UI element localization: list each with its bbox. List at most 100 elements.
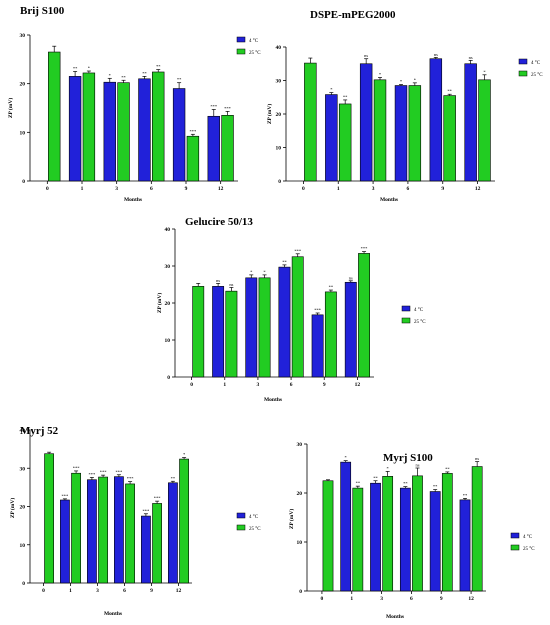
bar	[44, 453, 54, 584]
x-tick-label: 9	[440, 596, 443, 602]
chart-panel: Gelucire 50/13 0 10 20 30 40 ZP (mV) 0 1 3 6 9 12 Mon…	[156, 216, 426, 403]
bar	[152, 71, 165, 182]
significance-label: *	[414, 77, 417, 82]
significance-label: ns	[229, 282, 233, 287]
legend-swatch	[236, 524, 246, 531]
significance-label: **	[156, 64, 161, 69]
x-tick-label: 0	[302, 186, 305, 192]
bar	[141, 515, 151, 584]
significance-label: ***	[314, 307, 322, 312]
significance-label: ***	[224, 106, 232, 111]
bar	[340, 461, 352, 592]
x-tick-label: 3	[115, 186, 118, 192]
bar	[344, 281, 357, 378]
x-tick-label: 6	[123, 588, 126, 594]
x-axis-label: Months	[104, 611, 122, 617]
bar	[152, 503, 162, 584]
bar	[443, 95, 456, 182]
chart-title: Brij S100	[20, 5, 65, 17]
legend-label: 25 °C	[523, 547, 535, 552]
bar	[207, 115, 220, 182]
y-tick-label: 10	[20, 130, 26, 136]
significance-label: ***	[100, 470, 108, 475]
bar	[68, 76, 82, 182]
bar	[71, 472, 81, 584]
significance-label: *	[183, 452, 186, 457]
bar	[114, 476, 124, 584]
y-tick-label: 10	[20, 543, 26, 549]
significance-label: ***	[89, 472, 97, 477]
bar	[48, 51, 61, 182]
significance-label: ns	[364, 53, 368, 58]
significance-label: *	[379, 72, 382, 77]
significance-label: **	[282, 259, 287, 264]
bar	[399, 487, 411, 592]
significance-label: *	[263, 269, 266, 274]
significance-label: *	[250, 269, 253, 274]
x-tick-label: 6	[407, 186, 410, 192]
y-tick-label: 40	[165, 227, 171, 233]
x-tick-label: 6	[150, 186, 153, 192]
bar	[471, 466, 483, 592]
x-tick-label: 0	[321, 596, 324, 602]
legend-swatch	[518, 70, 528, 77]
significance-label: ns	[349, 275, 353, 280]
significance-label: ***	[62, 493, 70, 498]
legend-label: 25 °C	[249, 527, 261, 532]
significance-label: **	[142, 71, 147, 76]
y-axis-label: ZP (mV)	[9, 498, 16, 518]
bar	[304, 62, 317, 182]
bar	[412, 475, 423, 592]
y-tick-label: 30	[20, 33, 26, 39]
y-tick-label: 20	[297, 491, 303, 497]
significance-label: **	[171, 476, 176, 481]
legend-label: 4 °C	[523, 535, 533, 540]
y-tick-label: 40	[20, 428, 26, 434]
bar	[429, 491, 441, 592]
legend-swatch	[518, 58, 528, 65]
legend-swatch	[510, 532, 520, 539]
x-tick-label: 9	[323, 382, 326, 388]
significance-label: ***	[294, 248, 302, 253]
bar	[125, 483, 135, 584]
significance-label: *	[330, 87, 333, 92]
x-tick-label: 1	[350, 596, 353, 602]
bar	[408, 85, 422, 182]
x-axis-label: Months	[124, 197, 142, 203]
x-tick-label: 6	[410, 596, 413, 602]
legend-label: 4 °C	[249, 39, 259, 44]
significance-label: ***	[127, 476, 135, 481]
chart-title: Gelucire 50/13	[185, 216, 253, 228]
bar	[98, 476, 108, 584]
bar	[382, 476, 394, 592]
bar	[370, 482, 381, 592]
bar	[179, 458, 189, 584]
significance-label: ns	[216, 278, 220, 283]
bar	[221, 115, 234, 182]
bar	[478, 79, 491, 182]
x-tick-label: 12	[176, 588, 182, 594]
bar	[338, 103, 352, 182]
chart-title: Myrj 52	[20, 425, 59, 437]
significance-label: ***	[210, 104, 218, 109]
x-tick-label: 12	[355, 382, 361, 388]
y-tick-label: 0	[22, 581, 25, 587]
legend-swatch	[401, 317, 411, 324]
y-tick-label: 30	[20, 466, 26, 472]
y-tick-label: 40	[276, 45, 282, 51]
significance-label: **	[177, 77, 182, 82]
bar	[325, 94, 338, 182]
legend-label: 25 °C	[414, 320, 426, 325]
y-axis-label: ZP (mV)	[7, 98, 14, 118]
legend-swatch	[236, 48, 246, 55]
bar	[359, 63, 373, 182]
x-tick-label: 0	[190, 382, 193, 388]
x-axis-label: Months	[264, 397, 282, 403]
significance-label: **	[73, 66, 78, 71]
x-tick-label: 3	[372, 186, 375, 192]
bar	[278, 266, 291, 378]
significance-label: *	[387, 466, 390, 471]
